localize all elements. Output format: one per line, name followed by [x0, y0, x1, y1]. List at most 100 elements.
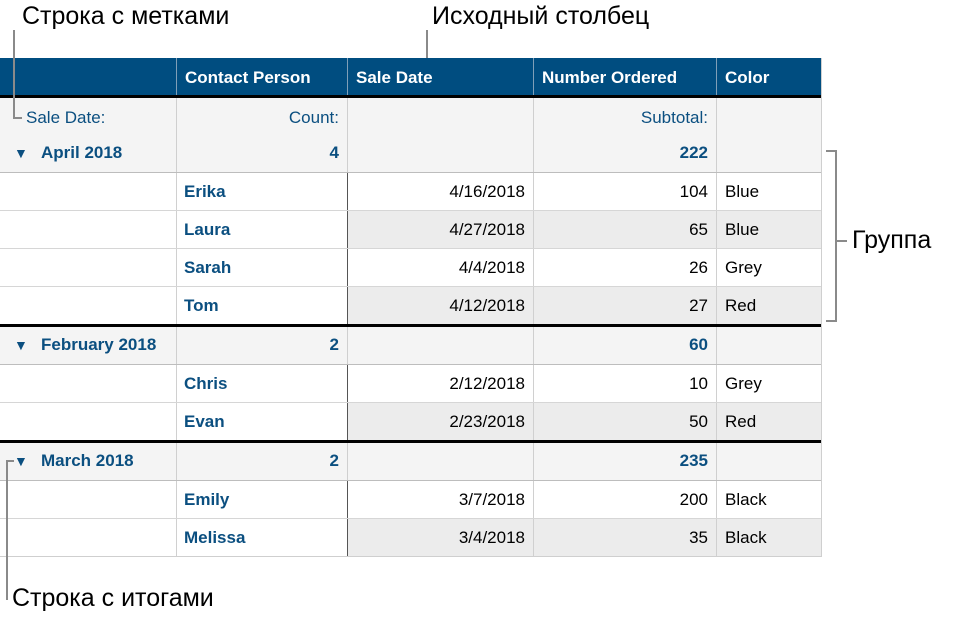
column-header-1[interactable]: Contact Person — [185, 68, 311, 87]
data-row — [0, 481, 347, 519]
number-ordered-cell[interactable]: 200 — [679, 490, 708, 509]
color-cell[interactable]: Blue — [725, 220, 760, 239]
column-divider — [347, 211, 348, 249]
callout-line — [6, 460, 8, 600]
group-name: April 2018 — [41, 143, 123, 162]
sale-date-cell[interactable]: 2/23/2018 — [449, 412, 525, 431]
column-divider — [176, 287, 177, 325]
sale-date-cell[interactable]: 4/16/2018 — [449, 182, 525, 201]
column-divider — [533, 365, 534, 403]
contact-person-cell[interactable]: Chris — [184, 374, 228, 393]
color-cell[interactable]: Grey — [725, 374, 762, 393]
number-ordered-cell[interactable]: 26 — [689, 258, 708, 277]
sale-date-cell[interactable]: 4/4/2018 — [458, 258, 525, 277]
group-subtotal: 60 — [689, 335, 708, 354]
color-cell[interactable]: Blue — [725, 182, 760, 201]
data-row — [0, 365, 347, 403]
contact-person-cell[interactable]: Tom — [184, 296, 219, 315]
column-divider — [176, 443, 177, 481]
group-bracket — [835, 150, 837, 322]
sale-date-cell[interactable]: 3/7/2018 — [458, 490, 525, 509]
column-divider — [533, 211, 534, 249]
contact-person-cell[interactable]: Melissa — [184, 528, 246, 547]
summary-row — [0, 443, 822, 481]
contact-person-cell[interactable]: Emily — [184, 490, 230, 509]
callout-label-row: Строка с метками — [22, 2, 230, 30]
column-header-4[interactable]: Color — [725, 68, 770, 87]
group-separator — [0, 324, 822, 327]
group-name: February 2018 — [41, 335, 157, 354]
column-divider — [716, 98, 717, 173]
column-divider — [347, 519, 348, 557]
sale-date-cell[interactable]: 4/12/2018 — [449, 296, 525, 315]
number-ordered-cell[interactable]: 10 — [689, 374, 708, 393]
color-cell[interactable]: Black — [725, 490, 767, 509]
number-ordered-cell[interactable]: 50 — [689, 412, 708, 431]
callout-line — [426, 30, 428, 58]
sale-date-cell[interactable]: 3/4/2018 — [458, 528, 525, 547]
column-divider — [533, 287, 534, 325]
data-row — [347, 287, 822, 325]
column-divider — [176, 211, 177, 249]
contact-person-cell[interactable]: Laura — [184, 220, 231, 239]
contact-person-cell[interactable]: Erika — [184, 182, 226, 201]
column-divider — [533, 249, 534, 287]
column-divider — [533, 327, 534, 365]
sale-date-cell[interactable]: 2/12/2018 — [449, 374, 525, 393]
group-subtotal: 222 — [679, 143, 708, 162]
color-cell[interactable]: Grey — [725, 258, 762, 277]
data-row — [347, 403, 822, 441]
column-divider — [716, 58, 717, 96]
group-count: 2 — [329, 451, 339, 470]
table-bottom-border — [0, 556, 822, 557]
data-row — [347, 211, 822, 249]
column-divider — [716, 403, 717, 441]
sale-date-cell[interactable]: 4/27/2018 — [449, 220, 525, 239]
row-divider — [0, 210, 822, 211]
column-divider — [716, 249, 717, 287]
column-divider — [347, 365, 348, 403]
column-divider — [347, 249, 348, 287]
color-cell[interactable]: Red — [725, 296, 757, 315]
contact-person-cell[interactable]: Sarah — [184, 258, 232, 277]
group-bracket — [826, 320, 836, 322]
column-header-3[interactable]: Number Ordered — [542, 68, 678, 87]
column-header-2[interactable]: Sale Date — [356, 68, 433, 87]
callout-line — [13, 30, 15, 119]
number-ordered-cell[interactable]: 104 — [679, 182, 708, 201]
column-divider — [176, 58, 177, 96]
callout-line — [6, 460, 14, 462]
header-separator — [0, 95, 822, 98]
number-ordered-cell[interactable]: 35 — [689, 528, 708, 547]
number-ordered-cell[interactable]: 65 — [689, 220, 708, 239]
column-divider — [176, 481, 177, 519]
data-row — [0, 173, 347, 211]
callout-source-column: Исходный столбец — [432, 2, 650, 30]
column-divider — [347, 443, 348, 481]
column-divider — [716, 327, 717, 365]
summary-row — [0, 98, 822, 173]
column-divider — [347, 58, 348, 96]
contact-person-cell[interactable]: Evan — [184, 412, 225, 431]
disclosure-triangle-icon[interactable]: ▼ — [14, 145, 28, 161]
color-cell[interactable]: Black — [725, 528, 767, 547]
data-row — [347, 365, 822, 403]
disclosure-triangle-icon[interactable]: ▼ — [14, 337, 28, 353]
column-divider — [533, 519, 534, 557]
column-divider — [176, 327, 177, 365]
group-bracket — [835, 240, 847, 242]
column-divider — [533, 98, 534, 173]
column-divider — [716, 443, 717, 481]
color-cell[interactable]: Red — [725, 412, 757, 431]
disclosure-triangle-icon[interactable]: ▼ — [14, 453, 28, 469]
row-divider — [0, 480, 822, 481]
column-divider — [347, 173, 348, 211]
label-row-subtotal-label: Subtotal: — [640, 108, 708, 127]
number-ordered-cell[interactable]: 27 — [689, 296, 708, 315]
row-divider — [0, 364, 822, 365]
data-row — [347, 481, 822, 519]
group-count: 2 — [329, 335, 339, 354]
data-row — [0, 211, 347, 249]
label-row-count-label: Count: — [288, 108, 339, 127]
column-divider — [533, 403, 534, 441]
